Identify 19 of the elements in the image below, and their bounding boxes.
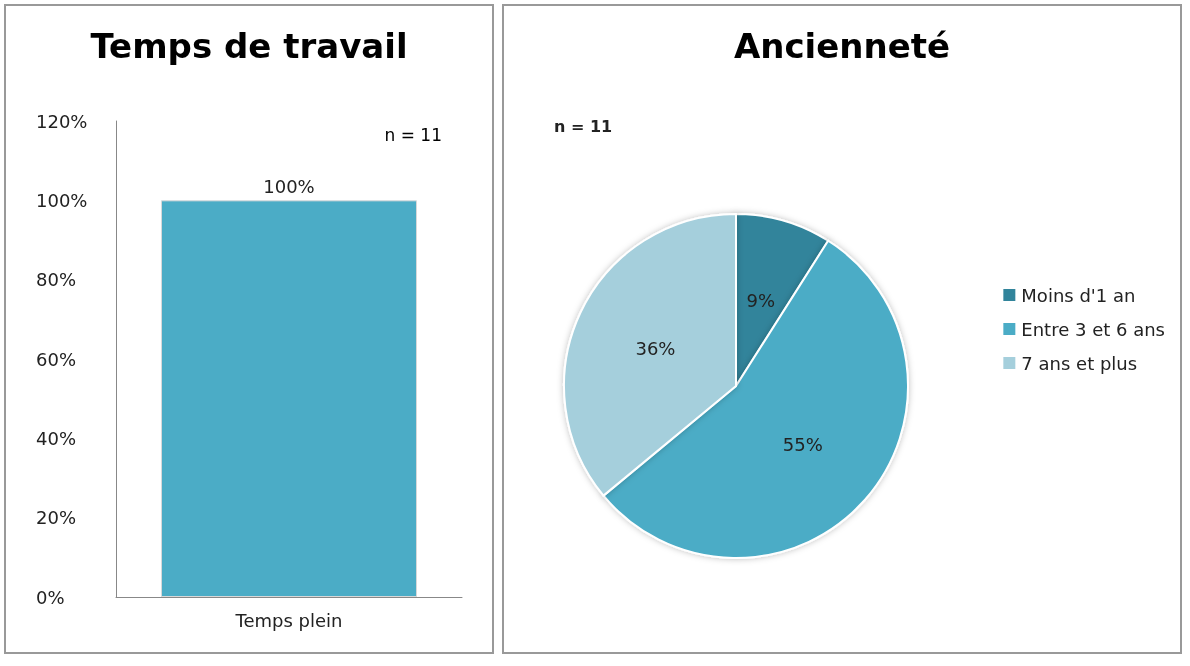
x-tick-label: Temps plein xyxy=(234,609,343,631)
annotation: n = 11 xyxy=(384,124,443,145)
legend-label: 7 ans et plus xyxy=(1021,352,1138,374)
chart-title: Ancienneté xyxy=(733,26,951,66)
legend-label: Moins d'1 an xyxy=(1021,284,1136,306)
text: n = 11 xyxy=(554,116,613,136)
y-tick-label: 40% xyxy=(36,427,77,449)
y-tick-label: 60% xyxy=(36,348,77,370)
y-tick-label: 100% xyxy=(36,189,88,211)
y-tick-label: 80% xyxy=(36,269,77,291)
data-label: 100% xyxy=(263,175,315,197)
y-tick-label: 0% xyxy=(36,586,65,608)
data-label: 36% xyxy=(635,337,676,359)
data-label: 9% xyxy=(746,290,776,312)
legend-label: Entre 3 et 6 ans xyxy=(1021,318,1166,340)
y-tick-label: 120% xyxy=(36,110,88,132)
y-tick-label: 20% xyxy=(36,507,77,529)
chart-title: Temps de travail xyxy=(90,26,408,66)
data-label: 55% xyxy=(782,434,823,456)
